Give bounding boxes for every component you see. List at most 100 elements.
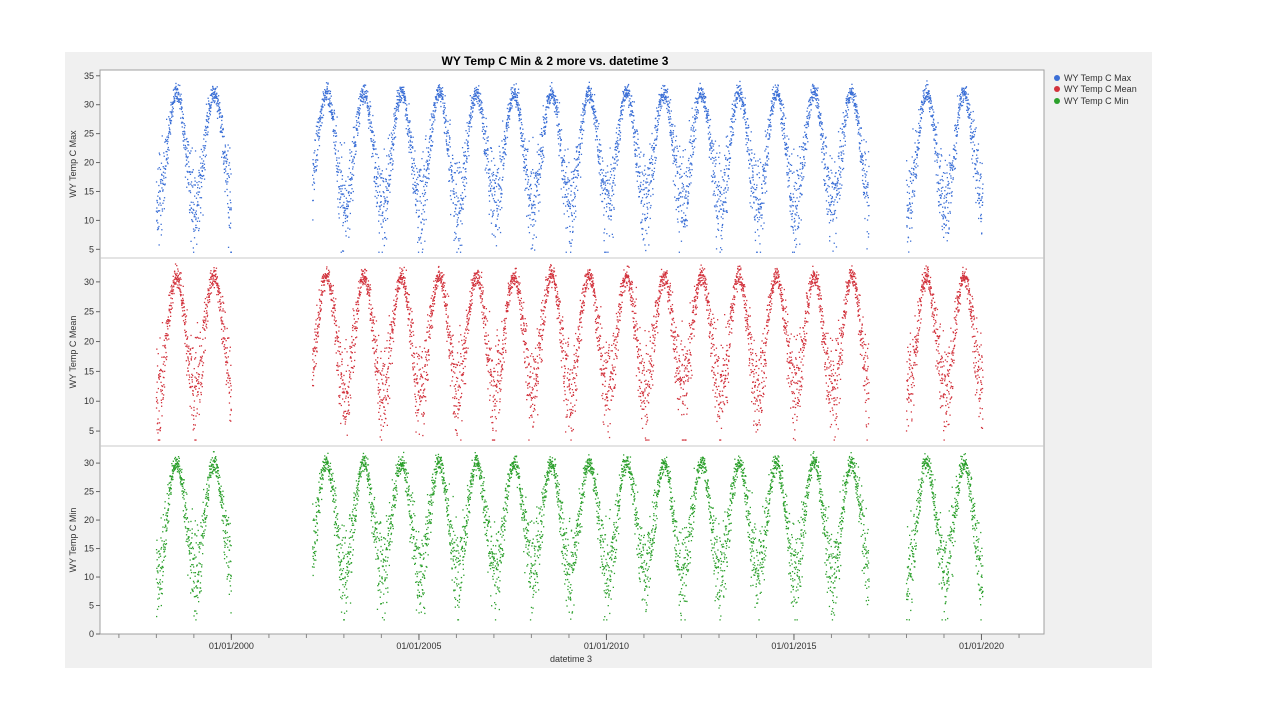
data-point bbox=[361, 88, 363, 90]
data-point bbox=[690, 174, 693, 177]
data-point bbox=[313, 152, 315, 154]
data-point bbox=[682, 156, 684, 158]
data-point bbox=[361, 92, 363, 94]
data-point bbox=[552, 96, 554, 99]
data-point bbox=[158, 184, 160, 187]
data-point bbox=[675, 199, 677, 202]
series-max-points bbox=[155, 80, 984, 253]
data-point bbox=[326, 90, 328, 92]
data-point bbox=[786, 174, 788, 176]
data-point bbox=[469, 126, 471, 128]
data-point bbox=[655, 126, 657, 128]
data-point bbox=[736, 98, 738, 100]
data-point bbox=[375, 153, 377, 155]
data-point bbox=[581, 142, 583, 144]
data-point bbox=[713, 157, 715, 159]
data-point bbox=[355, 124, 358, 126]
data-point bbox=[455, 236, 457, 238]
data-point bbox=[446, 135, 448, 137]
data-point bbox=[198, 172, 200, 174]
data-point bbox=[327, 82, 329, 84]
data-point bbox=[372, 114, 374, 117]
data-point bbox=[499, 151, 501, 153]
data-point bbox=[858, 142, 860, 144]
data-point bbox=[771, 89, 774, 91]
data-point bbox=[667, 109, 669, 111]
data-point bbox=[646, 202, 648, 205]
data-point bbox=[546, 116, 548, 119]
data-point bbox=[403, 95, 405, 98]
data-point bbox=[321, 107, 323, 109]
data-point bbox=[632, 111, 634, 114]
data-point bbox=[622, 101, 624, 103]
data-point bbox=[389, 174, 392, 176]
data-point bbox=[653, 178, 655, 180]
data-point bbox=[221, 119, 223, 122]
data-point bbox=[813, 93, 816, 95]
data-point bbox=[354, 126, 356, 128]
data-point bbox=[828, 201, 830, 204]
data-point bbox=[812, 93, 814, 96]
data-point bbox=[864, 197, 866, 199]
data-point bbox=[729, 157, 732, 159]
data-point bbox=[626, 86, 628, 88]
data-point bbox=[488, 200, 491, 202]
data-point bbox=[338, 157, 340, 159]
data-point bbox=[452, 190, 454, 192]
data-point bbox=[587, 95, 589, 97]
data-point bbox=[225, 162, 228, 164]
data-point bbox=[732, 121, 734, 123]
data-point bbox=[736, 102, 738, 104]
data-point bbox=[751, 165, 753, 167]
data-point bbox=[317, 149, 319, 151]
data-point bbox=[781, 118, 784, 121]
data-point bbox=[413, 170, 415, 173]
data-point bbox=[615, 162, 617, 164]
data-point bbox=[737, 93, 739, 96]
data-point bbox=[379, 208, 381, 210]
data-point bbox=[218, 113, 220, 115]
data-point bbox=[839, 146, 841, 148]
data-point bbox=[451, 181, 453, 183]
data-point bbox=[462, 203, 464, 205]
data-point bbox=[404, 98, 406, 100]
data-point bbox=[466, 156, 468, 158]
data-point bbox=[383, 196, 385, 198]
data-point bbox=[692, 130, 694, 132]
data-point bbox=[472, 104, 474, 107]
data-point bbox=[654, 127, 656, 129]
data-point bbox=[618, 150, 620, 153]
data-point bbox=[429, 154, 431, 156]
data-point bbox=[435, 98, 438, 100]
data-point bbox=[356, 128, 358, 131]
data-point bbox=[866, 171, 868, 173]
data-point bbox=[908, 170, 910, 172]
data-point bbox=[733, 121, 735, 123]
data-point bbox=[585, 102, 587, 104]
data-point bbox=[703, 95, 705, 97]
data-point bbox=[866, 231, 868, 233]
data-point bbox=[199, 156, 201, 158]
data-point bbox=[170, 111, 173, 113]
data-point bbox=[215, 97, 218, 99]
data-point bbox=[844, 144, 846, 146]
data-point bbox=[806, 127, 808, 129]
data-point bbox=[461, 244, 463, 246]
data-point bbox=[172, 101, 174, 103]
data-point bbox=[313, 181, 315, 183]
data-point bbox=[497, 215, 499, 217]
data-point bbox=[655, 159, 657, 161]
data-point bbox=[697, 102, 699, 104]
data-point bbox=[493, 209, 495, 212]
data-point bbox=[585, 93, 588, 95]
data-point bbox=[677, 150, 679, 152]
data-point bbox=[426, 182, 428, 184]
data-point bbox=[741, 98, 743, 101]
data-point bbox=[195, 224, 197, 226]
data-point bbox=[804, 131, 806, 133]
data-point bbox=[175, 93, 177, 95]
data-point bbox=[422, 208, 424, 211]
data-point bbox=[426, 199, 428, 201]
data-point bbox=[764, 192, 766, 194]
data-point bbox=[493, 188, 495, 190]
